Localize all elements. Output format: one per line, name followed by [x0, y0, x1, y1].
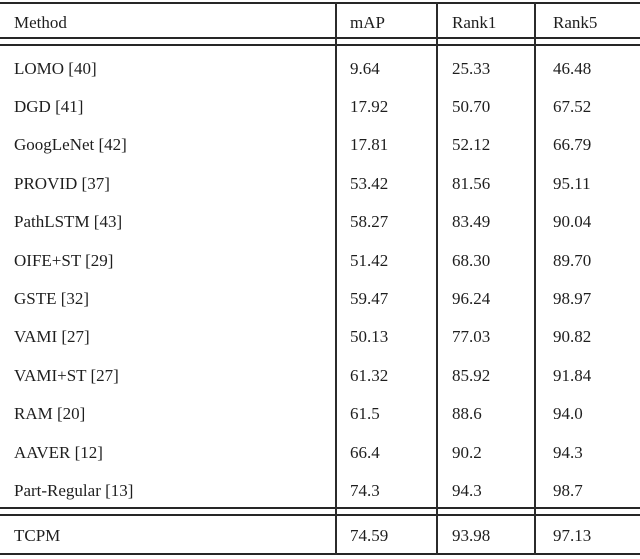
- map-cell: 74.59: [350, 526, 389, 546]
- map-cell: 9.64: [350, 58, 380, 78]
- table-row: RAM [20] 61.5 88.6 94.0: [0, 392, 640, 430]
- rank1-cell: 25.33: [452, 58, 491, 78]
- table-row: Part-Regular [13] 74.3 94.3 98.7: [0, 468, 640, 506]
- rank1-cell: 68.30: [452, 250, 491, 270]
- rank5-cell: 94.3: [553, 442, 583, 462]
- rank5-cell: 98.97: [553, 289, 592, 309]
- method-cell: TCPM: [14, 526, 61, 546]
- rank1-cell: 52.12: [452, 135, 491, 155]
- map-cell: 50.13: [350, 327, 389, 347]
- rank5-cell: 90.04: [553, 212, 592, 232]
- table-bottom-rule: [0, 552, 640, 555]
- header-double-rule: [0, 37, 640, 46]
- table-row: DGD [41] 17.92 50.70 67.52: [0, 84, 640, 122]
- rank1-cell: 50.70: [452, 97, 491, 117]
- column-header-map: mAP: [350, 13, 385, 32]
- rank5-cell: 95.11: [553, 173, 591, 193]
- rank1-cell: 81.56: [452, 173, 491, 193]
- map-cell: 58.27: [350, 212, 389, 232]
- method-cell: PathLSTM [43]: [14, 212, 123, 232]
- map-cell: 74.3: [350, 480, 380, 500]
- rank1-cell: 88.6: [452, 404, 482, 424]
- table-row: OIFE+ST [29] 51.42 68.30 89.70: [0, 238, 640, 276]
- map-cell: 51.42: [350, 250, 389, 270]
- final-row-double-rule: [0, 506, 640, 516]
- table-top-rule: [0, 2, 640, 4]
- map-cell: 53.42: [350, 173, 389, 193]
- rank5-cell: 66.79: [553, 135, 592, 155]
- map-cell: 66.4: [350, 442, 380, 462]
- table-row-tcpm: TCPM 74.59 93.98 97.13: [0, 516, 640, 553]
- column-header-rank1: Rank1: [452, 13, 497, 32]
- rank1-cell: 93.98: [452, 526, 491, 546]
- table-row: LOMO [40] 9.64 25.33 46.48: [0, 46, 640, 84]
- table-row: PROVID [37] 53.42 81.56 95.11: [0, 161, 640, 199]
- method-cell: AAVER [12]: [14, 442, 103, 462]
- rank5-cell: 89.70: [553, 250, 592, 270]
- table-header-row: Method mAP Rank1 Rank5: [0, 4, 640, 37]
- rank5-cell: 97.13: [553, 526, 592, 546]
- method-cell: PROVID [37]: [14, 173, 110, 193]
- map-cell: 61.32: [350, 365, 389, 385]
- rank1-cell: 94.3: [452, 480, 482, 500]
- rank5-cell: 94.0: [553, 404, 583, 424]
- table-body: LOMO [40] 9.64 25.33 46.48 DGD [41] 17.9…: [0, 46, 640, 507]
- map-cell: 17.81: [350, 135, 389, 155]
- rank5-cell: 90.82: [553, 327, 592, 347]
- map-cell: 59.47: [350, 289, 389, 309]
- method-cell: DGD [41]: [14, 97, 84, 117]
- rank1-cell: 83.49: [452, 212, 491, 232]
- method-cell: GoogLeNet [42]: [14, 135, 127, 155]
- rank1-cell: 85.92: [452, 365, 491, 385]
- table-row: PathLSTM [43] 58.27 83.49 90.04: [0, 200, 640, 238]
- table-row: VAMI+ST [27] 61.32 85.92 91.84: [0, 353, 640, 391]
- rank5-cell: 67.52: [553, 97, 592, 117]
- method-cell: VAMI [27]: [14, 327, 90, 347]
- rank1-cell: 96.24: [452, 289, 491, 309]
- rank5-cell: 46.48: [553, 58, 592, 78]
- rank5-cell: 98.7: [553, 480, 583, 500]
- method-cell: GSTE [32]: [14, 289, 90, 309]
- rank1-cell: 90.2: [452, 442, 482, 462]
- method-cell: RAM [20]: [14, 404, 86, 424]
- column-separator-3: [534, 2, 536, 555]
- rank1-cell: 77.03: [452, 327, 491, 347]
- method-cell: OIFE+ST [29]: [14, 250, 114, 270]
- column-header-rank5: Rank5: [553, 13, 598, 32]
- table-row: VAMI [27] 50.13 77.03 90.82: [0, 315, 640, 353]
- method-cell: LOMO [40]: [14, 58, 97, 78]
- column-separator-1: [335, 2, 337, 555]
- rank5-cell: 91.84: [553, 365, 592, 385]
- method-cell: Part-Regular [13]: [14, 480, 134, 500]
- column-header-method: Method: [14, 13, 67, 32]
- table-row: GoogLeNet [42] 17.81 52.12 66.79: [0, 123, 640, 161]
- map-cell: 61.5: [350, 404, 380, 424]
- column-separator-2: [436, 2, 438, 555]
- table-row: AAVER [12] 66.4 90.2 94.3: [0, 430, 640, 468]
- method-cell: VAMI+ST [27]: [14, 365, 119, 385]
- map-cell: 17.92: [350, 97, 389, 117]
- table-row: GSTE [32] 59.47 96.24 98.97: [0, 276, 640, 314]
